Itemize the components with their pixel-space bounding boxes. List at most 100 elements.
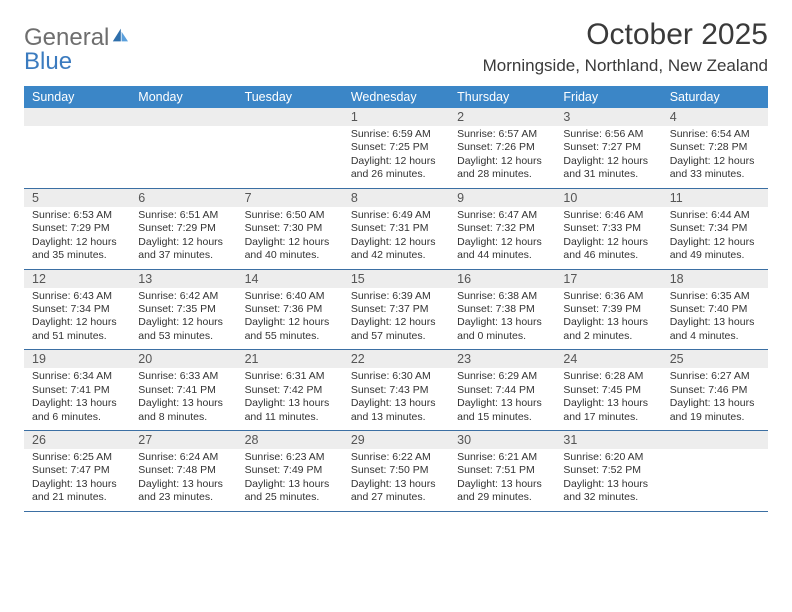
calendar-grid: Sunday Monday Tuesday Wednesday Thursday… — [24, 86, 768, 512]
sunrise-text: Sunrise: 6:24 AM — [138, 451, 230, 464]
day-number: 30 — [449, 431, 555, 449]
day-number-row: 19202122232425 — [24, 350, 768, 368]
week-row: 567891011Sunrise: 6:53 AMSunset: 7:29 PM… — [24, 189, 768, 270]
day-number: 11 — [662, 189, 768, 207]
daylight-text: Daylight: 12 hours and 46 minutes. — [563, 236, 655, 263]
sunset-text: Sunset: 7:45 PM — [563, 384, 655, 397]
day-detail: Sunrise: 6:49 AMSunset: 7:31 PMDaylight:… — [343, 207, 449, 269]
day-detail: Sunrise: 6:33 AMSunset: 7:41 PMDaylight:… — [130, 368, 236, 430]
sunset-text: Sunset: 7:42 PM — [245, 384, 337, 397]
sunset-text: Sunset: 7:52 PM — [563, 464, 655, 477]
day-number: 31 — [555, 431, 661, 449]
daylight-text: Daylight: 12 hours and 55 minutes. — [245, 316, 337, 343]
sunrise-text: Sunrise: 6:57 AM — [457, 128, 549, 141]
day-detail-row: Sunrise: 6:53 AMSunset: 7:29 PMDaylight:… — [24, 207, 768, 269]
sunset-text: Sunset: 7:44 PM — [457, 384, 549, 397]
day-number: 17 — [555, 270, 661, 288]
day-detail: Sunrise: 6:53 AMSunset: 7:29 PMDaylight:… — [24, 207, 130, 269]
day-detail: Sunrise: 6:54 AMSunset: 7:28 PMDaylight:… — [662, 126, 768, 188]
day-detail-row: Sunrise: 6:25 AMSunset: 7:47 PMDaylight:… — [24, 449, 768, 511]
daylight-text: Daylight: 13 hours and 11 minutes. — [245, 397, 337, 424]
dow-wednesday: Wednesday — [343, 86, 449, 108]
brand-logo: GeneralBlue — [24, 24, 130, 74]
sunrise-text: Sunrise: 6:53 AM — [32, 209, 124, 222]
daylight-text: Daylight: 13 hours and 8 minutes. — [138, 397, 230, 424]
week-row: 19202122232425Sunrise: 6:34 AMSunset: 7:… — [24, 350, 768, 431]
sail-icon — [110, 24, 130, 48]
sunset-text: Sunset: 7:31 PM — [351, 222, 443, 235]
daylight-text: Daylight: 13 hours and 32 minutes. — [563, 478, 655, 505]
sunrise-text: Sunrise: 6:23 AM — [245, 451, 337, 464]
day-number: 19 — [24, 350, 130, 368]
day-detail — [662, 449, 768, 511]
daylight-text: Daylight: 12 hours and 53 minutes. — [138, 316, 230, 343]
sunrise-text: Sunrise: 6:59 AM — [351, 128, 443, 141]
day-number: 6 — [130, 189, 236, 207]
day-number: 28 — [237, 431, 343, 449]
sunrise-text: Sunrise: 6:43 AM — [32, 290, 124, 303]
day-detail — [24, 126, 130, 188]
dow-saturday: Saturday — [662, 86, 768, 108]
sunset-text: Sunset: 7:38 PM — [457, 303, 549, 316]
day-number: 12 — [24, 270, 130, 288]
daylight-text: Daylight: 13 hours and 6 minutes. — [32, 397, 124, 424]
sunset-text: Sunset: 7:29 PM — [138, 222, 230, 235]
sunrise-text: Sunrise: 6:44 AM — [670, 209, 762, 222]
sunrise-text: Sunrise: 6:21 AM — [457, 451, 549, 464]
sunset-text: Sunset: 7:25 PM — [351, 141, 443, 154]
sunset-text: Sunset: 7:34 PM — [670, 222, 762, 235]
day-detail: Sunrise: 6:31 AMSunset: 7:42 PMDaylight:… — [237, 368, 343, 430]
daylight-text: Daylight: 12 hours and 26 minutes. — [351, 155, 443, 182]
day-of-week-header: Sunday Monday Tuesday Wednesday Thursday… — [24, 86, 768, 108]
day-number — [130, 108, 236, 126]
brand-part2: Blue — [24, 48, 72, 75]
day-number: 2 — [449, 108, 555, 126]
sunrise-text: Sunrise: 6:36 AM — [563, 290, 655, 303]
day-number-row: 12131415161718 — [24, 270, 768, 288]
day-detail: Sunrise: 6:59 AMSunset: 7:25 PMDaylight:… — [343, 126, 449, 188]
day-detail — [130, 126, 236, 188]
daylight-text: Daylight: 12 hours and 28 minutes. — [457, 155, 549, 182]
sunset-text: Sunset: 7:47 PM — [32, 464, 124, 477]
sunset-text: Sunset: 7:50 PM — [351, 464, 443, 477]
day-detail: Sunrise: 6:27 AMSunset: 7:46 PMDaylight:… — [662, 368, 768, 430]
sunset-text: Sunset: 7:43 PM — [351, 384, 443, 397]
day-number-row: 262728293031 — [24, 431, 768, 449]
day-detail-row: Sunrise: 6:34 AMSunset: 7:41 PMDaylight:… — [24, 368, 768, 430]
sunset-text: Sunset: 7:49 PM — [245, 464, 337, 477]
day-number: 8 — [343, 189, 449, 207]
sunset-text: Sunset: 7:30 PM — [245, 222, 337, 235]
sunset-text: Sunset: 7:37 PM — [351, 303, 443, 316]
daylight-text: Daylight: 13 hours and 29 minutes. — [457, 478, 549, 505]
day-detail: Sunrise: 6:28 AMSunset: 7:45 PMDaylight:… — [555, 368, 661, 430]
day-number — [237, 108, 343, 126]
day-number: 15 — [343, 270, 449, 288]
sunrise-text: Sunrise: 6:34 AM — [32, 370, 124, 383]
location-label: Morningside, Northland, New Zealand — [483, 56, 768, 76]
day-detail: Sunrise: 6:24 AMSunset: 7:48 PMDaylight:… — [130, 449, 236, 511]
daylight-text: Daylight: 12 hours and 51 minutes. — [32, 316, 124, 343]
day-number-row: 1234 — [24, 108, 768, 126]
day-detail: Sunrise: 6:38 AMSunset: 7:38 PMDaylight:… — [449, 288, 555, 350]
day-detail: Sunrise: 6:36 AMSunset: 7:39 PMDaylight:… — [555, 288, 661, 350]
brand-part1: General — [24, 26, 109, 50]
sunrise-text: Sunrise: 6:22 AM — [351, 451, 443, 464]
daylight-text: Daylight: 13 hours and 0 minutes. — [457, 316, 549, 343]
day-detail: Sunrise: 6:47 AMSunset: 7:32 PMDaylight:… — [449, 207, 555, 269]
day-detail: Sunrise: 6:20 AMSunset: 7:52 PMDaylight:… — [555, 449, 661, 511]
day-number: 21 — [237, 350, 343, 368]
day-number: 18 — [662, 270, 768, 288]
daylight-text: Daylight: 13 hours and 23 minutes. — [138, 478, 230, 505]
day-detail: Sunrise: 6:34 AMSunset: 7:41 PMDaylight:… — [24, 368, 130, 430]
daylight-text: Daylight: 13 hours and 13 minutes. — [351, 397, 443, 424]
title-block: October 2025 Morningside, Northland, New… — [483, 18, 768, 76]
day-number: 22 — [343, 350, 449, 368]
daylight-text: Daylight: 13 hours and 27 minutes. — [351, 478, 443, 505]
sunset-text: Sunset: 7:39 PM — [563, 303, 655, 316]
daylight-text: Daylight: 12 hours and 42 minutes. — [351, 236, 443, 263]
daylight-text: Daylight: 12 hours and 57 minutes. — [351, 316, 443, 343]
day-number: 3 — [555, 108, 661, 126]
daylight-text: Daylight: 12 hours and 37 minutes. — [138, 236, 230, 263]
sunset-text: Sunset: 7:33 PM — [563, 222, 655, 235]
day-detail: Sunrise: 6:22 AMSunset: 7:50 PMDaylight:… — [343, 449, 449, 511]
